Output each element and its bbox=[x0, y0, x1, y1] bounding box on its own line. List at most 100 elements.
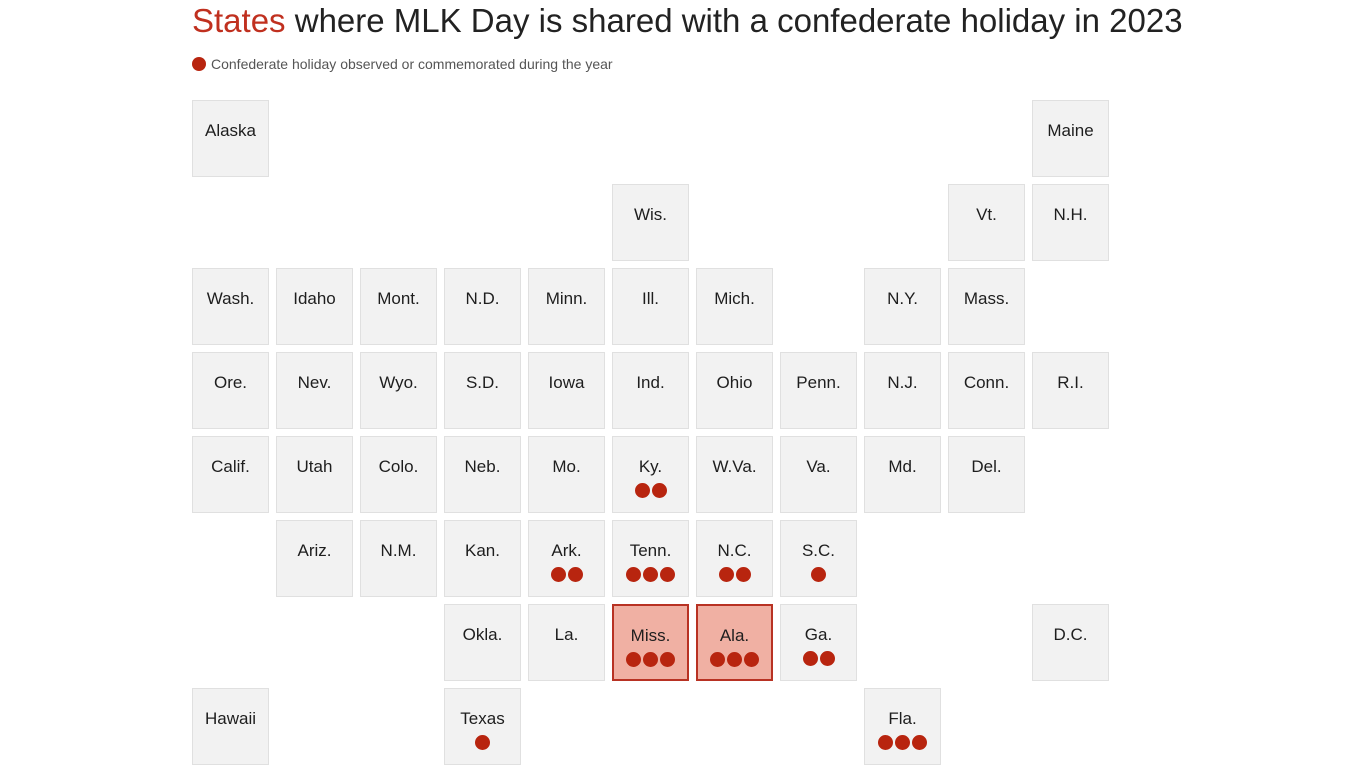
legend-label: Confederate holiday observed or commemor… bbox=[211, 56, 613, 72]
state-label: Mo. bbox=[552, 457, 581, 476]
holiday-dot bbox=[651, 483, 667, 498]
state-tile: Tenn. bbox=[612, 520, 689, 597]
state-tile: Conn. bbox=[948, 352, 1025, 429]
state-label: Tenn. bbox=[629, 541, 672, 560]
holiday-dot bbox=[643, 652, 658, 667]
state-label: N.D. bbox=[465, 289, 500, 308]
state-tile: N.M. bbox=[360, 520, 437, 597]
holiday-dot bbox=[735, 567, 751, 582]
state-tile: Nev. bbox=[276, 352, 353, 429]
state-tile: N.C. bbox=[696, 520, 773, 597]
state-label: S.C. bbox=[801, 541, 836, 560]
holiday-dot bbox=[643, 567, 658, 582]
holiday-dot bbox=[878, 735, 893, 750]
state-label: Hawaii bbox=[204, 709, 257, 728]
state-tile: Okla. bbox=[444, 604, 521, 681]
state-label: Ark. bbox=[551, 541, 582, 560]
state-label: W.Va. bbox=[712, 457, 757, 476]
state-tile: Maine bbox=[1032, 100, 1109, 177]
state-tile: Wash. bbox=[192, 268, 269, 345]
state-label: N.H. bbox=[1053, 205, 1088, 224]
state-label: Maine bbox=[1047, 121, 1094, 140]
state-label: Conn. bbox=[963, 373, 1010, 392]
state-tile: W.Va. bbox=[696, 436, 773, 513]
holiday-dot bbox=[660, 652, 675, 667]
state-label: Vt. bbox=[976, 205, 997, 224]
state-label: La. bbox=[554, 625, 579, 644]
state-tile: La. bbox=[528, 604, 605, 681]
state-tile: Mass. bbox=[948, 268, 1025, 345]
holiday-dot bbox=[567, 567, 583, 582]
state-label: N.M. bbox=[380, 541, 417, 560]
state-label: Ariz. bbox=[297, 541, 332, 560]
state-label: Minn. bbox=[545, 289, 588, 308]
state-tile: Idaho bbox=[276, 268, 353, 345]
holiday-dot bbox=[550, 567, 566, 582]
chart-title-accent: States bbox=[192, 2, 286, 39]
holiday-dot bbox=[802, 651, 818, 666]
state-tile: Ariz. bbox=[276, 520, 353, 597]
state-label: Del. bbox=[971, 457, 1002, 476]
state-tile: Colo. bbox=[360, 436, 437, 513]
holiday-dots bbox=[614, 652, 687, 667]
state-label: N.J. bbox=[887, 373, 918, 392]
state-tile: Hawaii bbox=[192, 688, 269, 765]
state-label: Calif. bbox=[211, 457, 250, 476]
legend: Confederate holiday observed or commemor… bbox=[192, 56, 613, 72]
holiday-dots bbox=[613, 567, 688, 582]
state-tile: Ga. bbox=[780, 604, 857, 681]
state-tile: Ill. bbox=[612, 268, 689, 345]
state-label: Wash. bbox=[206, 289, 255, 308]
holiday-dots bbox=[865, 735, 940, 750]
state-label: Miss. bbox=[630, 626, 671, 645]
state-label: Ill. bbox=[642, 289, 659, 308]
state-label: Ky. bbox=[638, 457, 663, 476]
holiday-dots bbox=[445, 735, 520, 750]
state-tile: N.J. bbox=[864, 352, 941, 429]
state-label: Ga. bbox=[804, 625, 833, 644]
holiday-dots bbox=[529, 567, 604, 582]
holiday-dot bbox=[727, 652, 742, 667]
state-label: Mass. bbox=[963, 289, 1010, 308]
state-tile: Mont. bbox=[360, 268, 437, 345]
state-label: S.D. bbox=[465, 373, 500, 392]
state-tile: Kan. bbox=[444, 520, 521, 597]
state-tile: Alaska bbox=[192, 100, 269, 177]
state-tile: Calif. bbox=[192, 436, 269, 513]
holiday-dot bbox=[475, 735, 490, 750]
legend-dot-icon bbox=[192, 57, 206, 71]
state-label: Ala. bbox=[719, 626, 750, 645]
state-label: Alaska bbox=[204, 121, 257, 140]
state-tile: Ore. bbox=[192, 352, 269, 429]
state-tile: Miss. bbox=[612, 604, 689, 681]
state-tile: N.Y. bbox=[864, 268, 941, 345]
state-label: Va. bbox=[806, 457, 831, 476]
holiday-dot bbox=[744, 652, 759, 667]
state-label: Idaho bbox=[293, 289, 336, 308]
holiday-dots bbox=[697, 567, 772, 582]
holiday-dots bbox=[698, 652, 771, 667]
state-tile: Md. bbox=[864, 436, 941, 513]
state-tile: Neb. bbox=[444, 436, 521, 513]
state-label: Texas bbox=[460, 709, 505, 728]
state-tile: S.D. bbox=[444, 352, 521, 429]
state-tile: Wyo. bbox=[360, 352, 437, 429]
state-label: Neb. bbox=[464, 457, 501, 476]
state-tile: N.D. bbox=[444, 268, 521, 345]
state-tile: R.I. bbox=[1032, 352, 1109, 429]
state-tile: N.H. bbox=[1032, 184, 1109, 261]
state-tile: Ind. bbox=[612, 352, 689, 429]
state-label: Wis. bbox=[633, 205, 668, 224]
state-label: R.I. bbox=[1057, 373, 1084, 392]
holiday-dots bbox=[781, 567, 856, 582]
holiday-dots bbox=[613, 483, 688, 498]
state-tile: Texas bbox=[444, 688, 521, 765]
state-label: Okla. bbox=[462, 625, 503, 644]
state-tile: Utah bbox=[276, 436, 353, 513]
state-label: Nev. bbox=[297, 373, 332, 392]
state-tile: Ohio bbox=[696, 352, 773, 429]
state-tile: Penn. bbox=[780, 352, 857, 429]
state-label: Mont. bbox=[377, 289, 420, 308]
state-tile: Ala. bbox=[696, 604, 773, 681]
